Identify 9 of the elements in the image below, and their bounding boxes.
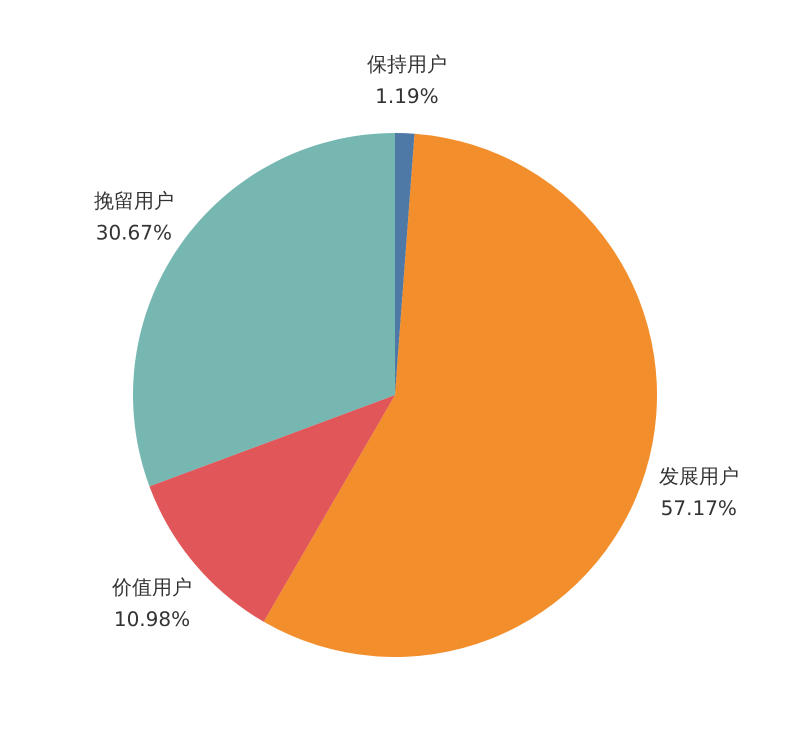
pie-slice xyxy=(264,134,657,657)
data-label: 1.19% xyxy=(375,84,439,108)
slice-label: 挽留用户 xyxy=(94,188,174,213)
data-label: 30.67% xyxy=(96,220,172,245)
slice-label: 发展用户 xyxy=(658,464,739,488)
slice-label: 价值用户 xyxy=(110,575,192,600)
data-label: 10.98% xyxy=(114,607,190,632)
data-label: 57.17% xyxy=(660,496,737,520)
slice-label: 保持用户 xyxy=(366,52,447,76)
